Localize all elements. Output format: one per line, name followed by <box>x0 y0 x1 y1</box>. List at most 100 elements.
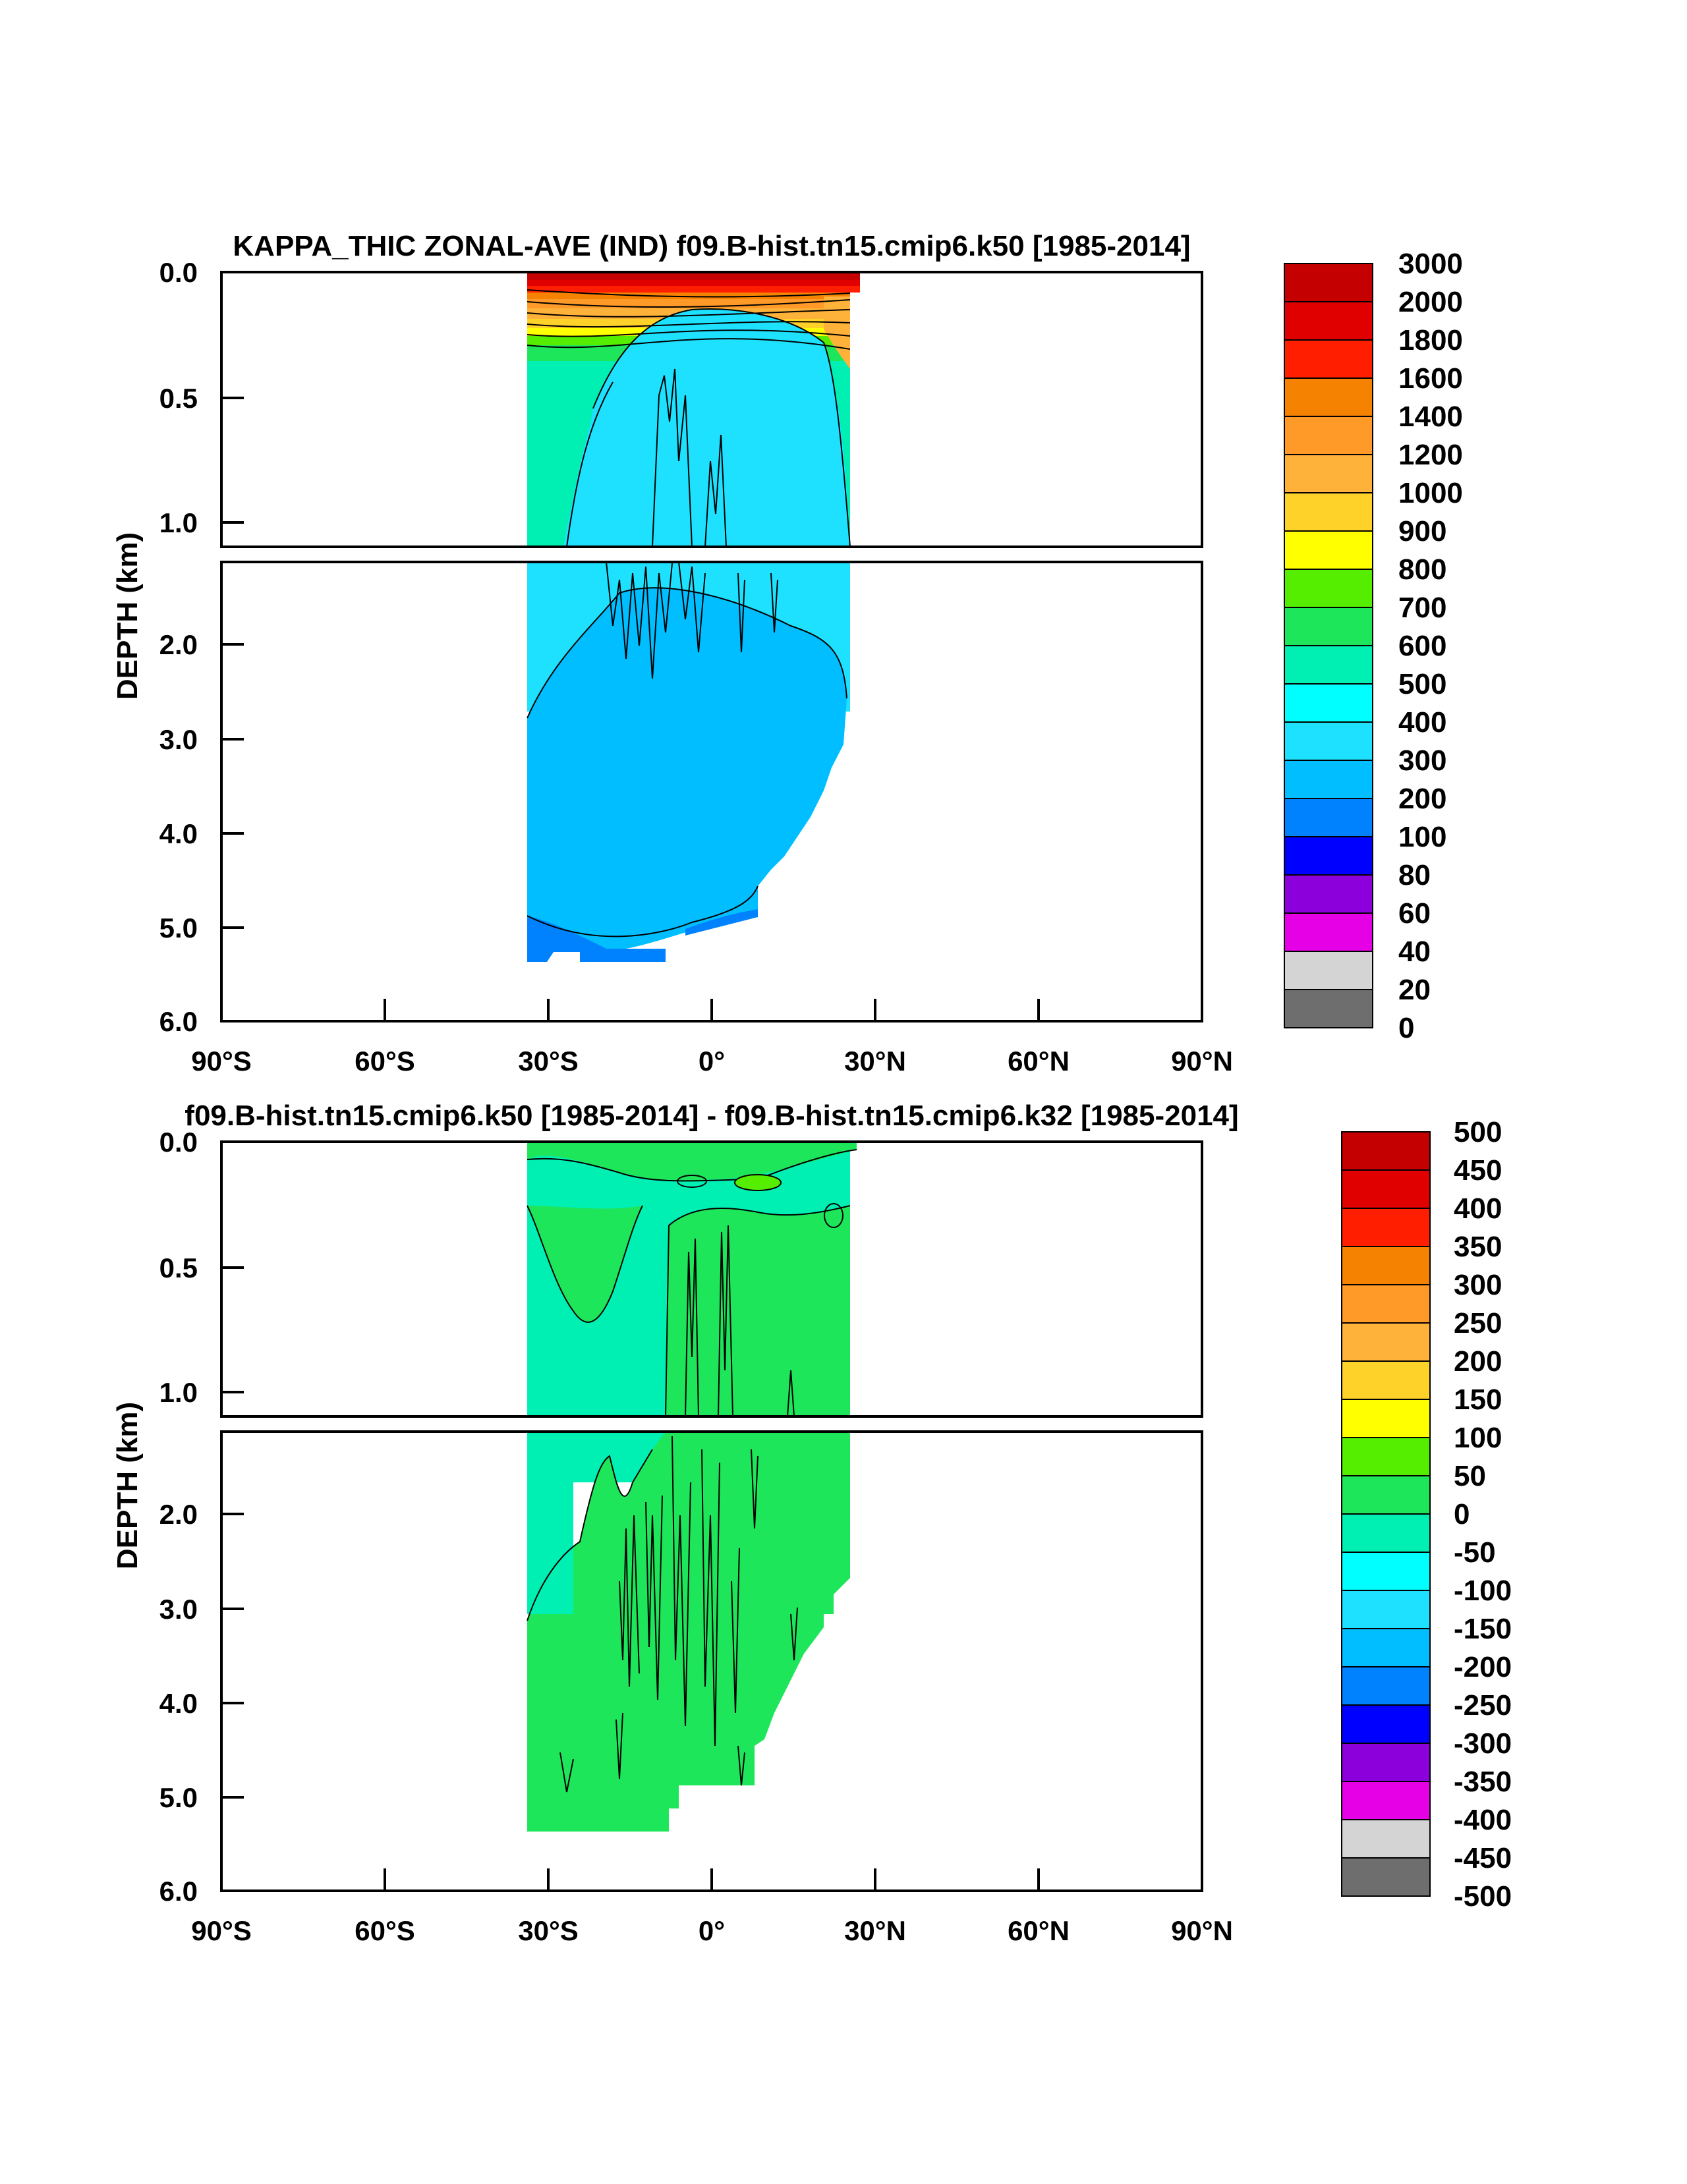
colorbar-label: -500 <box>1454 1880 1512 1913</box>
colorbar-swatch <box>1341 1169 1431 1209</box>
colorbar-label: 350 <box>1454 1231 1502 1263</box>
colorbar-swatch <box>1284 492 1373 532</box>
region-0-upper <box>666 1206 850 1416</box>
colorbar-label: 1400 <box>1398 401 1463 433</box>
region-interior-300-dome <box>573 309 850 547</box>
panel-2-ytick-0: 0.0 <box>159 1127 198 1158</box>
colorbar-label: 3000 <box>1398 248 1463 280</box>
colorbar-swatch <box>1284 607 1373 646</box>
colorbar-swatch <box>1341 1208 1431 1247</box>
colorbar-label: 800 <box>1398 553 1446 586</box>
panel-2-ytick-7: 6.0 <box>159 1876 198 1907</box>
panel-1-ytick-0: 0.0 <box>159 257 198 288</box>
colorbar-swatch <box>1341 1246 1431 1285</box>
panel-2-upper-field <box>527 1142 857 1416</box>
colorbar-swatch <box>1341 1513 1431 1553</box>
colorbar-swatch <box>1284 530 1373 570</box>
colorbar-label: 1800 <box>1398 324 1463 356</box>
colorbar-swatch <box>1284 378 1373 417</box>
colorbar-label: 500 <box>1398 668 1446 700</box>
colorbar-label: -300 <box>1454 1727 1512 1760</box>
panel-2-lower-contours <box>527 1436 798 1793</box>
east-boundary-warm <box>824 296 850 369</box>
colorbar-swatch <box>1341 1628 1431 1667</box>
colorbar-swatch <box>1341 1322 1431 1362</box>
region-0-surface <box>527 1142 857 1181</box>
colorbar-swatch <box>1284 798 1373 837</box>
panel-2-ytick-4: 3.0 <box>159 1594 198 1625</box>
panel-2-y-axis <box>221 1266 244 1799</box>
colorbar-swatch <box>1284 989 1373 1028</box>
colorbar-swatch <box>1284 339 1373 379</box>
panel-1-ytick-7: 6.0 <box>159 1006 198 1037</box>
panel-2-upper-frame <box>220 1140 1203 1418</box>
colorbar-swatch <box>1341 1666 1431 1706</box>
panel-2-ylabel: DEPTH (km) <box>111 1402 144 1569</box>
colorbar-label: -400 <box>1454 1804 1512 1836</box>
panel-1-x-axis <box>384 999 1040 1021</box>
colorbar-label: 200 <box>1398 783 1446 815</box>
region-deep-200 <box>527 588 847 949</box>
region-0-deep <box>527 1432 850 1832</box>
colorbar-label: 200 <box>1454 1345 1502 1378</box>
colorbar-swatch <box>1284 836 1373 876</box>
colorbar-swatch <box>1341 1437 1431 1476</box>
panel-1-title: KAPPA_THIC ZONAL-AVE (IND) f09.B-hist.tn… <box>233 230 1190 262</box>
colorbar-swatch <box>1284 454 1373 493</box>
colorbar-label: -100 <box>1454 1575 1512 1607</box>
panel-1-xtick-6: 90°N <box>1171 1046 1233 1077</box>
colorbar-label: -50 <box>1454 1536 1496 1569</box>
layer-2000 <box>527 279 860 286</box>
colorbar-label: 50 <box>1454 1460 1486 1492</box>
panel-2-upper-contours <box>527 1149 857 1416</box>
colorbar-label: -150 <box>1454 1613 1512 1645</box>
colorbar-label: 150 <box>1454 1384 1502 1416</box>
colorbar-label: 400 <box>1398 706 1446 739</box>
panel-1-ylabel: DEPTH (km) <box>111 532 144 700</box>
panel-1-ytick-2: 1.0 <box>159 507 198 538</box>
colorbar-swatch <box>1284 263 1373 302</box>
colorbar-swatch <box>1341 1399 1431 1438</box>
panel-1-upper-contours <box>527 289 851 547</box>
panel-2-xtick-3: 0° <box>699 1915 725 1946</box>
colorbar-label: 250 <box>1454 1307 1502 1339</box>
colorbar-swatch <box>1341 1743 1431 1782</box>
panel-1-xtick-0: 90°S <box>191 1046 252 1077</box>
panel-1-lower-contours <box>527 562 847 938</box>
colorbar-swatch <box>1341 1857 1431 1897</box>
panel-1: KAPPA_THIC ZONAL-AVE (IND) f09.B-hist.tn… <box>111 230 1463 1077</box>
layer-3000 <box>527 272 860 280</box>
panel-1-colorbar: 3000200018001600140012001000900800700600… <box>1284 248 1463 1044</box>
panel-1-ytick-4: 3.0 <box>159 724 198 755</box>
colorbar-swatch <box>1284 874 1373 914</box>
panel-2-ytick-3: 2.0 <box>159 1499 198 1530</box>
colorbar-swatch <box>1284 645 1373 685</box>
panel-2-xtick-5: 60°N <box>1008 1915 1070 1946</box>
colorbar-label: -450 <box>1454 1842 1512 1874</box>
colorbar-swatch <box>1341 1284 1431 1324</box>
panel-1-upper-frame <box>220 271 1203 548</box>
panel-2-xtick-6: 90°N <box>1171 1915 1233 1946</box>
colorbar-label: 450 <box>1454 1154 1502 1187</box>
panel-2-x-axis <box>384 1868 1040 1891</box>
panel-2-lower-field <box>527 1432 850 1832</box>
panel-2: f09.B-hist.tn15.cmip6.k50 [1985-2014] - … <box>111 1100 1512 1946</box>
panel-1-upper-field <box>527 272 860 547</box>
colorbar-label: 20 <box>1398 974 1431 1006</box>
colorbar-label: 500 <box>1454 1116 1502 1148</box>
panel-1-xtick-4: 30°N <box>844 1046 906 1077</box>
colorbar-swatch <box>1341 1131 1431 1171</box>
colorbar-label: 40 <box>1398 936 1431 968</box>
colorbar-swatch <box>1341 1475 1431 1515</box>
colorbar-swatch <box>1341 1590 1431 1629</box>
colorbar-label: -350 <box>1454 1766 1512 1798</box>
layer-1800 <box>527 285 860 293</box>
colorbar-label: 60 <box>1398 897 1431 930</box>
panel-2-ytick-5: 4.0 <box>159 1688 198 1719</box>
colorbar-label: 1200 <box>1398 439 1463 471</box>
colorbar-swatch <box>1341 1552 1431 1591</box>
colorbar-label: 0 <box>1398 1012 1414 1044</box>
colorbar-label: 1000 <box>1398 477 1463 509</box>
colorbar-label: -200 <box>1454 1651 1512 1683</box>
